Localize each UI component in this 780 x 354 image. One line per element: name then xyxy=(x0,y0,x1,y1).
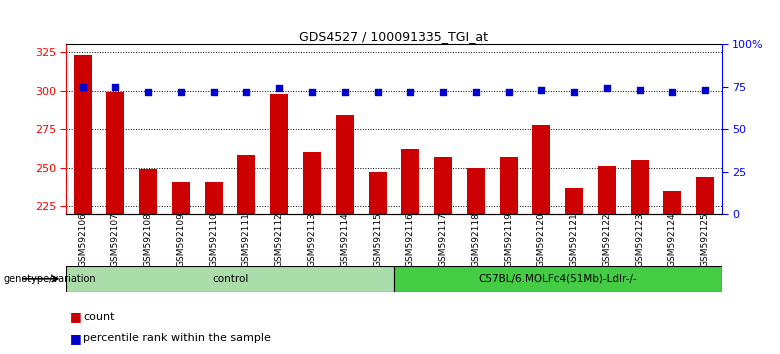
Text: count: count xyxy=(83,312,115,322)
Bar xyxy=(466,168,485,214)
Text: GSM592125: GSM592125 xyxy=(700,212,710,267)
Point xyxy=(633,87,646,93)
Bar xyxy=(565,188,583,214)
Point xyxy=(502,89,515,95)
Bar xyxy=(696,177,714,214)
Bar xyxy=(532,125,551,214)
Text: GSM592122: GSM592122 xyxy=(602,212,612,267)
Point xyxy=(666,89,679,95)
Text: GSM592123: GSM592123 xyxy=(635,212,644,267)
Point xyxy=(535,87,548,93)
Text: GSM592112: GSM592112 xyxy=(275,212,284,267)
Text: GSM592117: GSM592117 xyxy=(438,212,448,267)
Point xyxy=(371,89,384,95)
Text: ■: ■ xyxy=(70,332,82,344)
Bar xyxy=(368,172,387,214)
Text: GSM592119: GSM592119 xyxy=(504,212,513,267)
Bar xyxy=(73,55,92,214)
Text: percentile rank within the sample: percentile rank within the sample xyxy=(83,333,271,343)
Point xyxy=(207,89,220,95)
Point xyxy=(601,86,613,91)
Bar xyxy=(394,266,722,292)
Text: GSM592113: GSM592113 xyxy=(307,212,317,267)
Text: GSM592116: GSM592116 xyxy=(406,212,415,267)
Bar xyxy=(597,166,616,214)
Text: GSM592118: GSM592118 xyxy=(471,212,480,267)
Bar xyxy=(335,115,354,214)
Title: GDS4527 / 100091335_TGI_at: GDS4527 / 100091335_TGI_at xyxy=(300,30,488,43)
Bar xyxy=(434,157,452,214)
Point xyxy=(142,89,154,95)
Point xyxy=(240,89,253,95)
Text: control: control xyxy=(212,274,248,284)
Point xyxy=(339,89,351,95)
Bar xyxy=(663,191,682,214)
Text: C57BL/6.MOLFc4(51Mb)-Ldlr-/-: C57BL/6.MOLFc4(51Mb)-Ldlr-/- xyxy=(478,274,637,284)
Bar xyxy=(401,149,420,214)
Bar xyxy=(499,157,518,214)
Text: GSM592107: GSM592107 xyxy=(111,212,120,267)
Text: genotype/variation: genotype/variation xyxy=(4,274,97,284)
Text: GSM592111: GSM592111 xyxy=(242,212,251,267)
Bar xyxy=(237,155,256,214)
Point xyxy=(404,89,417,95)
Bar xyxy=(630,160,649,214)
Text: GSM592124: GSM592124 xyxy=(668,212,677,267)
Point xyxy=(273,86,285,91)
Point xyxy=(175,89,187,95)
Bar xyxy=(204,182,223,214)
Point xyxy=(699,87,711,93)
Bar xyxy=(303,152,321,214)
Text: GSM592110: GSM592110 xyxy=(209,212,218,267)
Text: GSM592109: GSM592109 xyxy=(176,212,186,267)
Text: GSM592114: GSM592114 xyxy=(340,212,349,267)
Point xyxy=(568,89,580,95)
Point xyxy=(470,89,482,95)
Text: GSM592120: GSM592120 xyxy=(537,212,546,267)
Text: ■: ■ xyxy=(70,310,82,323)
Point xyxy=(306,89,318,95)
Point xyxy=(76,84,89,90)
Point xyxy=(437,89,449,95)
Text: GSM592108: GSM592108 xyxy=(144,212,153,267)
Text: GSM592115: GSM592115 xyxy=(373,212,382,267)
Bar xyxy=(106,92,125,214)
Text: GSM592106: GSM592106 xyxy=(78,212,87,267)
Point xyxy=(109,84,122,90)
Bar xyxy=(139,169,158,214)
Bar xyxy=(270,94,289,214)
Bar xyxy=(172,182,190,214)
Text: GSM592121: GSM592121 xyxy=(569,212,579,267)
Bar xyxy=(66,266,394,292)
